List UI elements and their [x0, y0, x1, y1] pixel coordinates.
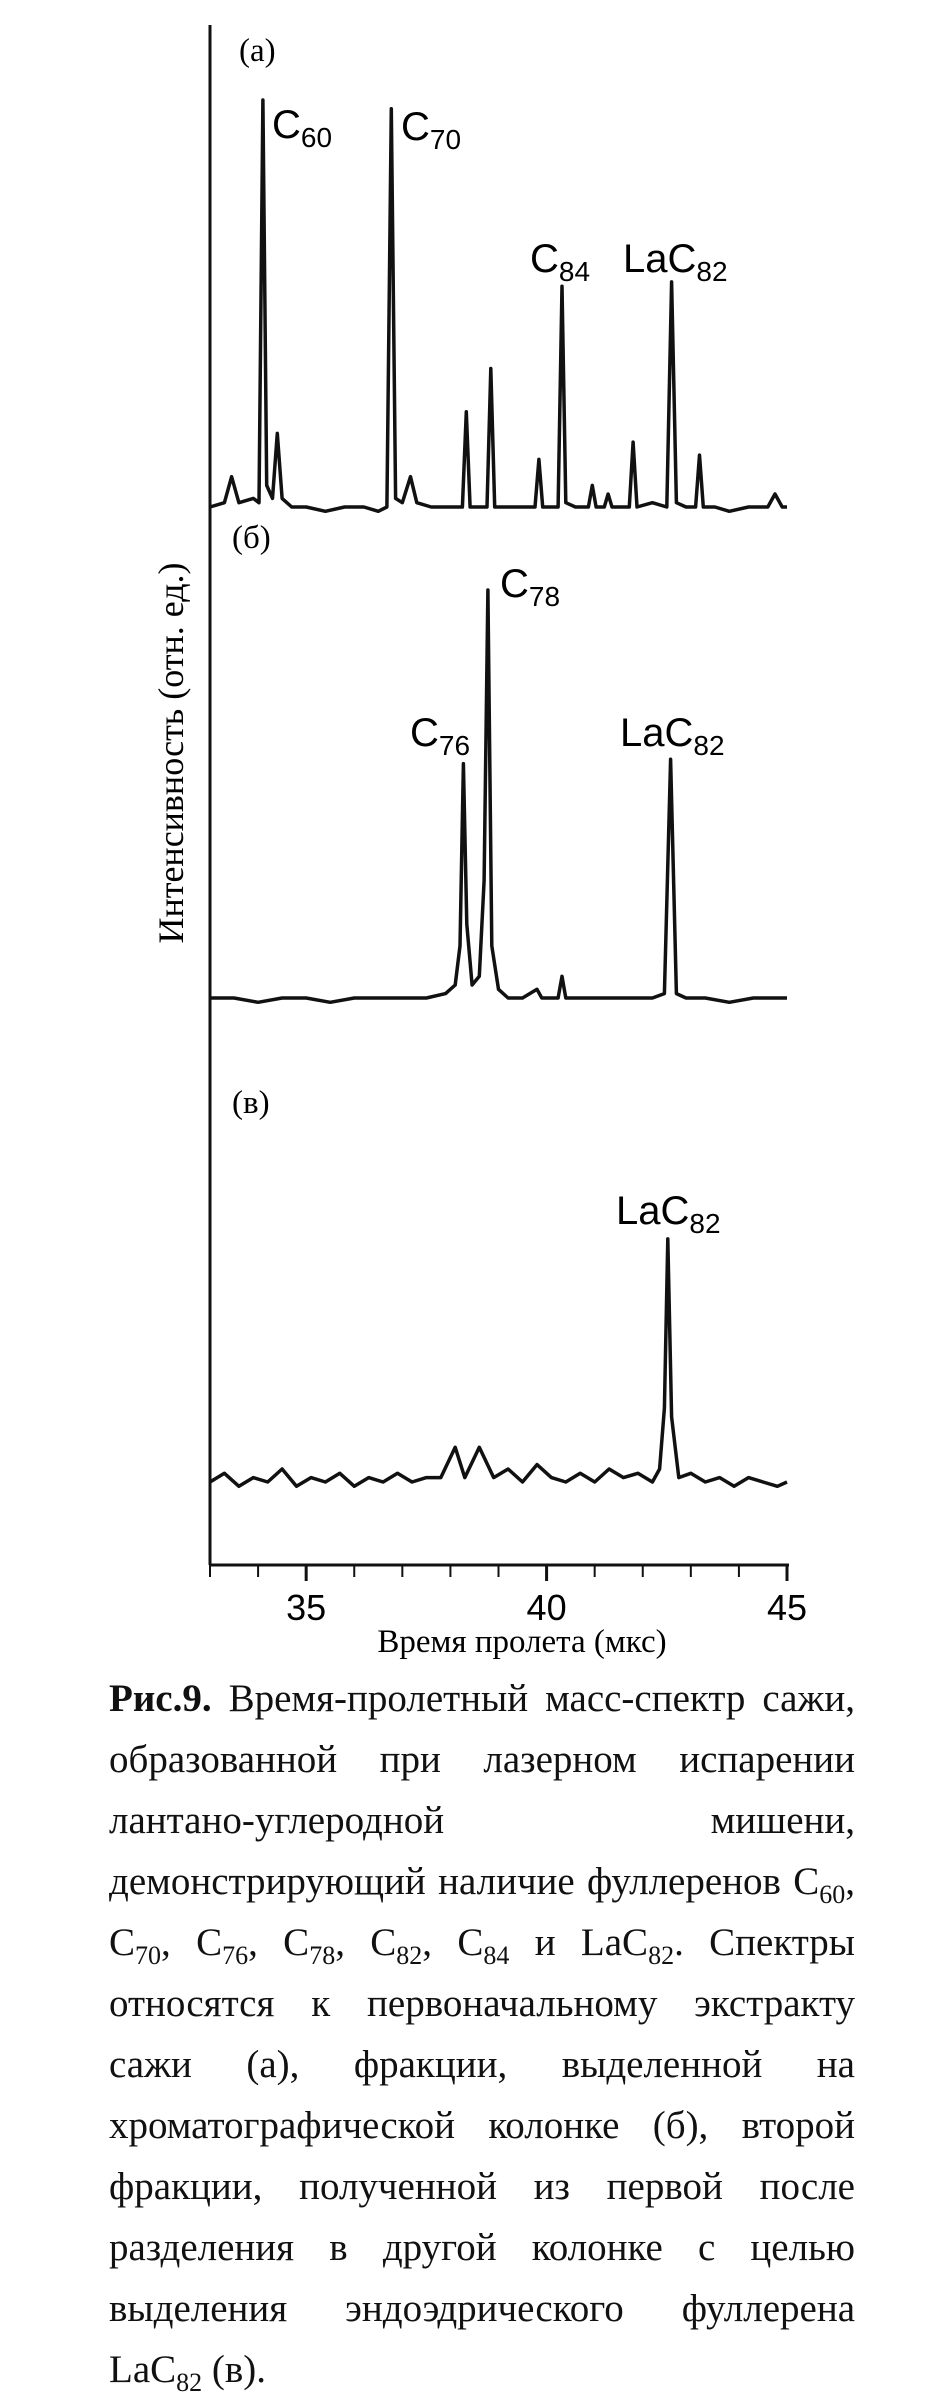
peak-label-sub: 60 — [301, 122, 332, 153]
caption-text: . Спектры относятся к первоначальному эк… — [109, 1921, 855, 2391]
peak-label: C84 — [530, 237, 590, 287]
peak-label: C76 — [410, 711, 470, 761]
spectrum-line — [209, 1237, 788, 1489]
caption-subscript: 82 — [396, 1940, 423, 1970]
peak-label-sub: 78 — [529, 581, 560, 612]
caption-text: (в). — [202, 2348, 267, 2391]
peak-label: LaC82 — [623, 237, 728, 287]
caption-text: , C — [161, 1921, 223, 1964]
x-tick-label: 45 — [767, 1587, 807, 1628]
panel-label: (б) — [232, 520, 271, 556]
peak-label-base: C — [410, 711, 439, 755]
caption-subscript: 84 — [483, 1940, 510, 1970]
peak-label-base: C — [500, 562, 529, 606]
peak-label-sub: 70 — [430, 124, 461, 155]
caption-subscript: 60 — [819, 1879, 846, 1909]
spectrum-line — [210, 588, 787, 1005]
x-tick-label: 35 — [286, 1587, 326, 1628]
peak-label: C70 — [401, 105, 461, 155]
panel-label: (а) — [239, 33, 276, 69]
peak-label-sub: 82 — [693, 730, 724, 761]
peak-label-base: LaC — [616, 1189, 689, 1233]
caption-text: , C — [335, 1921, 397, 1964]
page: Интенсивность (отн. ед.) Время пролета (… — [109, 25, 855, 2396]
caption-subscript: 82 — [648, 1940, 675, 1970]
caption-text: , C — [248, 1921, 310, 1964]
peak-label-sub: 82 — [689, 1208, 720, 1239]
peak-label: C78 — [500, 562, 560, 612]
peak-label-base: C — [401, 105, 430, 149]
chart: Интенсивность (отн. ед.) Время пролета (… — [151, 25, 807, 1660]
caption-subscript: 78 — [309, 1940, 336, 1970]
peak-label: C60 — [272, 103, 332, 153]
peak-label: LaC82 — [616, 1189, 721, 1239]
peak-label-base: LaC — [620, 711, 693, 755]
panel-label: (в) — [232, 1085, 270, 1121]
peak-label-sub: 82 — [696, 256, 727, 287]
caption-subscript: 76 — [222, 1940, 249, 1970]
x-axis-label: Время пролета (мкс) — [377, 1624, 666, 1660]
caption: Рис.9. Время-пролетный масс-спектр сажи,… — [109, 1668, 855, 2400]
peak-label-base: C — [272, 103, 301, 147]
caption-subscript: 82 — [176, 2367, 203, 2397]
caption-text: , C — [422, 1921, 484, 1964]
peak-label-base: LaC — [623, 237, 696, 281]
caption-text: Время-пролетный масс-спектр сажи, образо… — [109, 1677, 855, 1903]
peak-label-sub: 76 — [439, 730, 470, 761]
caption-subscript: 70 — [135, 1940, 162, 1970]
peak-label: LaC82 — [620, 711, 725, 761]
y-axis-label: Интенсивность (отн. ед.) — [151, 562, 191, 943]
peak-label-base: C — [530, 237, 559, 281]
caption-text: и LaC — [509, 1921, 649, 1964]
caption-text: , C — [109, 1860, 855, 1964]
caption-label: Рис.9. — [109, 1677, 212, 1720]
peak-label-sub: 84 — [559, 256, 590, 287]
spectrum-line — [209, 98, 787, 514]
x-tick-label: 40 — [527, 1587, 567, 1628]
